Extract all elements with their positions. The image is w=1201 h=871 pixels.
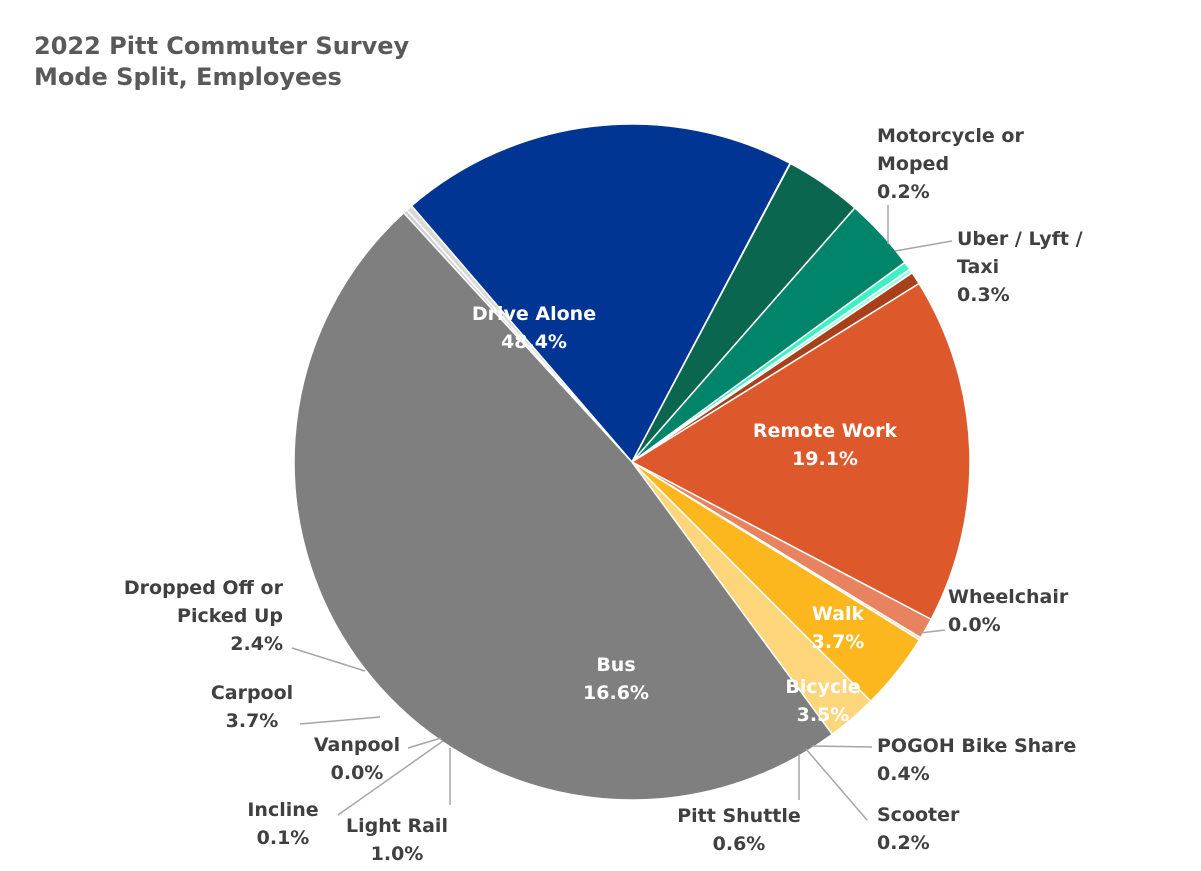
slice-label-vanpool: Vanpool 0.0% — [314, 734, 400, 784]
slice-label-pogoh-bike-share: POGOH Bike Share 0.4% — [877, 735, 1076, 785]
leader-line-vanpool — [407, 737, 442, 749]
slice-label-carpool: Carpool 3.7% — [211, 682, 293, 732]
slice-label-incline: Incline 0.1% — [247, 799, 318, 849]
slice-label-drive-alone: Drive Alone 48.4% — [472, 303, 596, 353]
leader-line-wheelchair — [919, 629, 946, 634]
leader-line-uber-lyft-taxi — [894, 240, 953, 252]
slice-label-bicycle: Bicycle 3.5% — [785, 676, 860, 726]
pie-slice-bus — [630, 282, 971, 621]
chart-subtitle: Mode Split, Employees — [34, 63, 342, 91]
leader-line-pogoh-bike-share — [811, 745, 873, 748]
leader-line-carpool — [299, 716, 381, 725]
leader-line-incline — [337, 740, 444, 816]
chart-title: 2022 Pitt Commuter Survey — [34, 32, 410, 60]
slice-labels: Motorcycle or Moped 0.2% Uber / Lyft / Taxi 0… — [124, 125, 1083, 865]
slice-label-light-rail: Light Rail 1.0% — [346, 815, 448, 865]
pie-slice-remote-work — [410, 123, 792, 464]
slice-label-pitt-shuttle: Pitt Shuttle 0.6% — [677, 805, 801, 855]
slice-label-scooter: Scooter 0.2% — [877, 804, 960, 854]
slice-label-bus: Bus 16.6% — [583, 654, 649, 704]
leader-lines — [291, 205, 953, 821]
slice-label-uber-lyft-taxi: Uber / Lyft / Taxi 0.3% — [957, 228, 1083, 306]
pie-slices — [293, 123, 971, 801]
pie-slice-drive-alone — [293, 211, 834, 801]
slice-label-dropped-off-or-picked-up: Dropped Off or Picked Up 2.4% — [124, 577, 284, 655]
slice-label-wheelchair: Wheelchair 0.0% — [948, 586, 1069, 636]
slice-label-remote-work: Remote Work 19.1% — [753, 420, 898, 470]
slice-label-walk: Walk 3.7% — [812, 603, 865, 653]
leader-line-scooter — [805, 748, 868, 821]
leader-line-dropped-off-or-picked-up — [291, 647, 366, 672]
slice-label-motorcycle-or-moped: Motorcycle or Moped 0.2% — [877, 125, 1024, 203]
